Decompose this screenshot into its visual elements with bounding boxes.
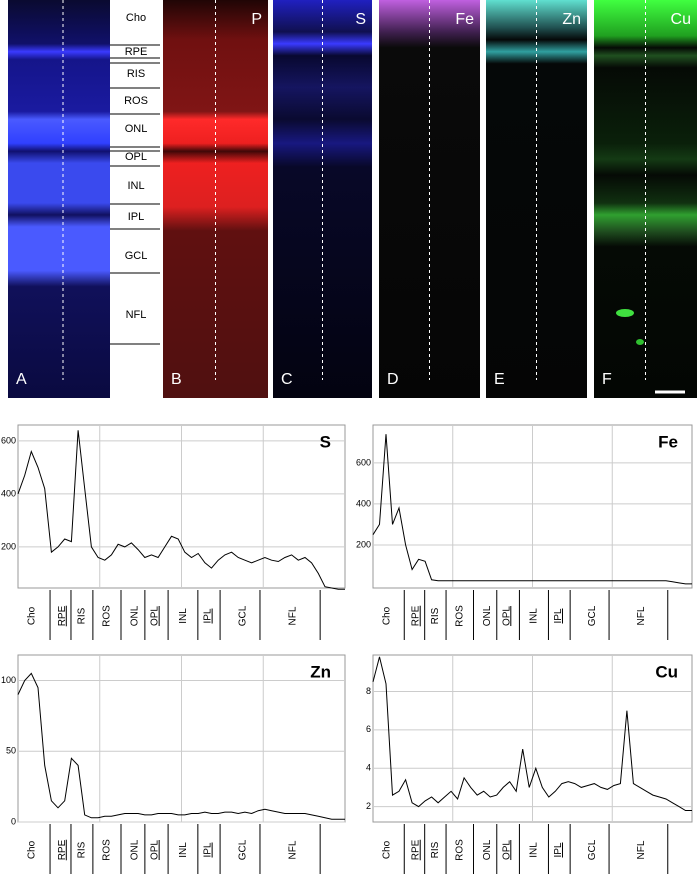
y-tick-label: 400 (1, 488, 16, 498)
layer-label: ONL (130, 605, 141, 626)
layer-label: IPL (203, 842, 214, 857)
layer-label: RPE (57, 839, 68, 860)
y-tick-label: 8 (366, 686, 371, 696)
layer-label: Cho (126, 12, 146, 24)
element-label: Zn (562, 11, 581, 28)
panel-letter: F (602, 371, 612, 388)
layer-label: RIS (77, 607, 88, 624)
layer-label: ONL (125, 123, 148, 135)
chart: 200 400 600 S Cho RPE RIS ROS ONL OPL INL IPL GCL NFL (1, 424, 346, 640)
layer-label: RIS (430, 607, 441, 624)
layer-label: IPL (553, 842, 564, 857)
spot (616, 309, 634, 317)
layer-label: NFL (126, 309, 147, 321)
layer-label: OPL (501, 840, 512, 860)
layer-label: RIS (127, 68, 145, 80)
data-line (17, 430, 345, 590)
chart-title: Fe (658, 432, 678, 451)
data-line (17, 672, 345, 820)
layer-label: ROS (102, 605, 113, 627)
panel-letter: B (171, 371, 182, 388)
layer-label: OPL (150, 606, 161, 626)
layer-label: Cho (381, 606, 392, 625)
layer-label: NFL (636, 840, 647, 859)
chart-title: S (320, 432, 331, 451)
layer-label: ROS (124, 95, 148, 107)
y-tick-label: 2 (366, 801, 371, 811)
chart: 2 4 6 8 Cu Cho RPE RIS ROS ONL OPL INL IPL GCL NFL (366, 654, 693, 874)
layer-label: IPL (128, 211, 145, 223)
layer-label: RPE (125, 46, 148, 58)
chart-title: Zn (310, 662, 331, 681)
layer-label: Cho (27, 840, 38, 859)
layer-label: OPL (125, 151, 147, 163)
layer-label: GCL (587, 605, 598, 626)
layer-label: RPE (411, 605, 422, 626)
layer-label: GCL (238, 839, 249, 860)
data-line (372, 656, 692, 811)
layer-label: NFL (288, 840, 299, 859)
layer-label: RPE (57, 605, 68, 626)
y-tick-label: 4 (366, 763, 371, 773)
y-tick-label: 6 (366, 724, 371, 734)
panel-letter: E (494, 371, 505, 388)
layer-label: INL (529, 608, 540, 624)
layer-label: INL (178, 842, 189, 858)
element-label: P (251, 11, 262, 28)
layer-label: INL (178, 608, 189, 624)
layer-label: NFL (288, 606, 299, 625)
layer-label: Cho (27, 606, 38, 625)
y-tick-label: 0 (11, 816, 16, 826)
chart: 0 50 100 Zn Cho RPE RIS ROS ONL OPL INL IPL GCL NFL (1, 654, 346, 874)
panel-letter: D (387, 371, 399, 388)
layer-label: INL (127, 180, 144, 192)
panel-letter: A (16, 371, 27, 388)
element-label: Fe (455, 11, 474, 28)
y-tick-label: 50 (6, 746, 16, 756)
y-tick-label: 600 (1, 435, 16, 445)
layer-label: ONL (482, 839, 493, 860)
layer-label: OPL (501, 606, 512, 626)
layer-label: ONL (482, 605, 493, 626)
element-label: Cu (671, 11, 691, 28)
layer-label: ROS (454, 839, 465, 861)
layer-label: RIS (430, 841, 441, 858)
layer-label: IPL (553, 608, 564, 623)
layer-label: ROS (102, 839, 113, 861)
layer-label: OPL (150, 840, 161, 860)
image-panels (8, 0, 697, 398)
y-tick-label: 600 (356, 457, 371, 467)
chart-title: Cu (655, 662, 678, 681)
element-label: S (355, 11, 366, 28)
layer-label: RIS (77, 841, 88, 858)
layer-label: ONL (130, 839, 141, 860)
y-tick-label: 400 (356, 498, 371, 508)
layer-label: GCL (238, 605, 249, 626)
layer-label: RPE (411, 839, 422, 860)
data-line (372, 434, 692, 585)
layer-label: GCL (587, 839, 598, 860)
y-tick-label: 100 (1, 675, 16, 685)
panel-letter: C (281, 371, 293, 388)
layer-label: ROS (454, 605, 465, 627)
chart: 200 400 600 Fe Cho RPE RIS ROS ONL OPL INL IPL GCL NF… (356, 424, 693, 640)
spot (636, 339, 644, 345)
image-a (8, 0, 110, 398)
y-tick-label: 200 (1, 541, 16, 551)
layer-label: Cho (381, 840, 392, 859)
layer-label: NFL (636, 606, 647, 625)
layer-label: IPL (203, 608, 214, 623)
layer-label: GCL (125, 250, 148, 262)
y-tick-label: 200 (356, 539, 371, 549)
layer-label: INL (529, 842, 540, 858)
